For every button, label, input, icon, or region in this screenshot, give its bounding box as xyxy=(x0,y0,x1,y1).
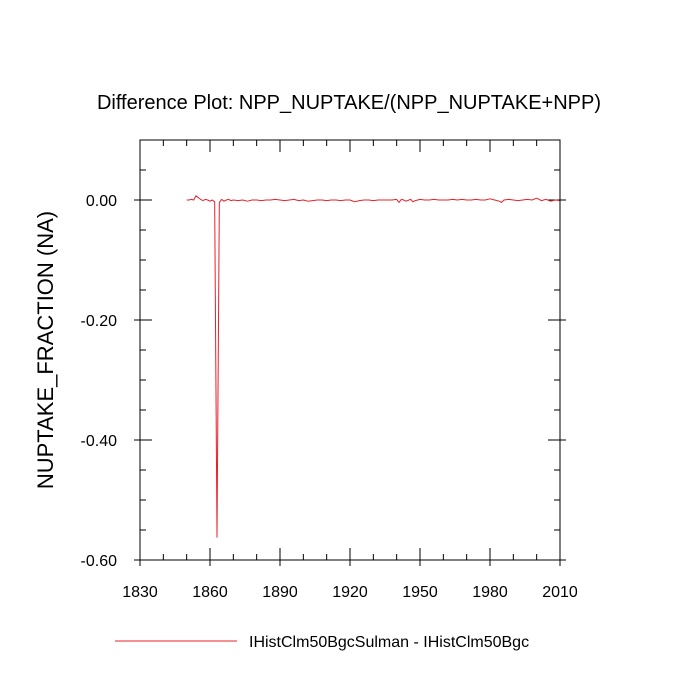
x-tick-label: 1890 xyxy=(262,584,298,601)
tick-labels: 1830 1860 1890 1920 1950 1980 2010 0.00 -0.20 -0.… xyxy=(81,193,578,601)
x-tick-label: 1980 xyxy=(472,584,508,601)
legend-entry: IHistClm50BgcSulman - IHistClm50Bgc xyxy=(249,634,529,651)
y-tick-label: -0.20 xyxy=(81,313,118,330)
y-tick-label: -0.40 xyxy=(81,433,118,450)
x-tick-label: 2010 xyxy=(542,584,578,601)
y-tick-label: 0.00 xyxy=(86,193,117,210)
legend: IHistClm50BgcSulman - IHistClm50Bgc xyxy=(115,634,529,651)
series-layer xyxy=(186,195,561,538)
x-tick-label: 1950 xyxy=(402,584,438,601)
plot-frame xyxy=(139,139,561,561)
chart-title: Difference Plot: NPP_NUPTAKE/(NPP_NUPTAK… xyxy=(97,92,601,114)
y-tick-label: -0.60 xyxy=(81,553,118,570)
x-tick-label: 1860 xyxy=(192,584,228,601)
x-tick-label: 1830 xyxy=(122,584,158,601)
axis-ticks xyxy=(134,139,566,566)
series-line xyxy=(186,195,561,538)
x-tick-label: 1920 xyxy=(332,584,368,601)
y-axis-label: NUPTAKE_FRACTION (NA) xyxy=(33,211,58,489)
